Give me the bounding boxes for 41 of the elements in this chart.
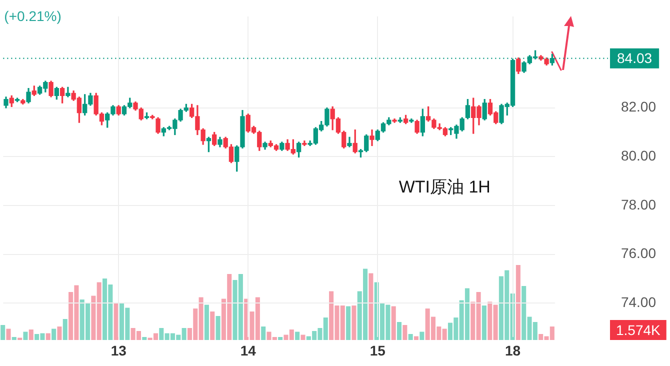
- bar: [300, 334, 306, 340]
- bar: [346, 306, 351, 340]
- bar: [142, 337, 147, 340]
- bar: [368, 273, 374, 340]
- bar: [12, 337, 16, 340]
- bar: [52, 328, 56, 340]
- text: 1.574K: [616, 322, 662, 338]
- bar: [216, 316, 220, 340]
- bar: [204, 304, 209, 340]
- y-tick-label: 76.00: [620, 245, 656, 262]
- bar: [46, 333, 50, 340]
- bar: [516, 265, 520, 340]
- bar: [210, 312, 215, 340]
- bar: [402, 325, 408, 340]
- bar: [57, 326, 62, 340]
- y-tick-label: 78.00: [620, 196, 656, 212]
- bar: [62, 319, 68, 340]
- bar: [482, 306, 486, 340]
- bar: [408, 334, 413, 340]
- bar: [28, 330, 34, 340]
- bar: [391, 306, 396, 340]
- text: WTI原油 1H: [398, 178, 490, 197]
- x-tick-label: 18: [504, 342, 521, 358]
- bar: [261, 326, 266, 340]
- y-tick-label: 80.00: [620, 148, 656, 164]
- y-tick-label: 74.00: [620, 294, 656, 310]
- bar: [278, 337, 283, 340]
- y-tick-label: 82.00: [620, 98, 656, 115]
- x-tick-label: 15: [370, 342, 386, 358]
- bar: [295, 332, 300, 340]
- bar: [420, 332, 424, 340]
- bar: [414, 336, 419, 340]
- annotation: (+0.21%): [4, 8, 62, 24]
- bar: [23, 332, 28, 340]
- x-tick-label: 14: [240, 342, 256, 358]
- ref-line-label: 84.03: [617, 50, 652, 66]
- bar: [352, 306, 356, 340]
- bar: [6, 328, 11, 340]
- bar: [0, 325, 6, 340]
- bar: [396, 322, 402, 340]
- x-tick-label: 13: [110, 342, 127, 358]
